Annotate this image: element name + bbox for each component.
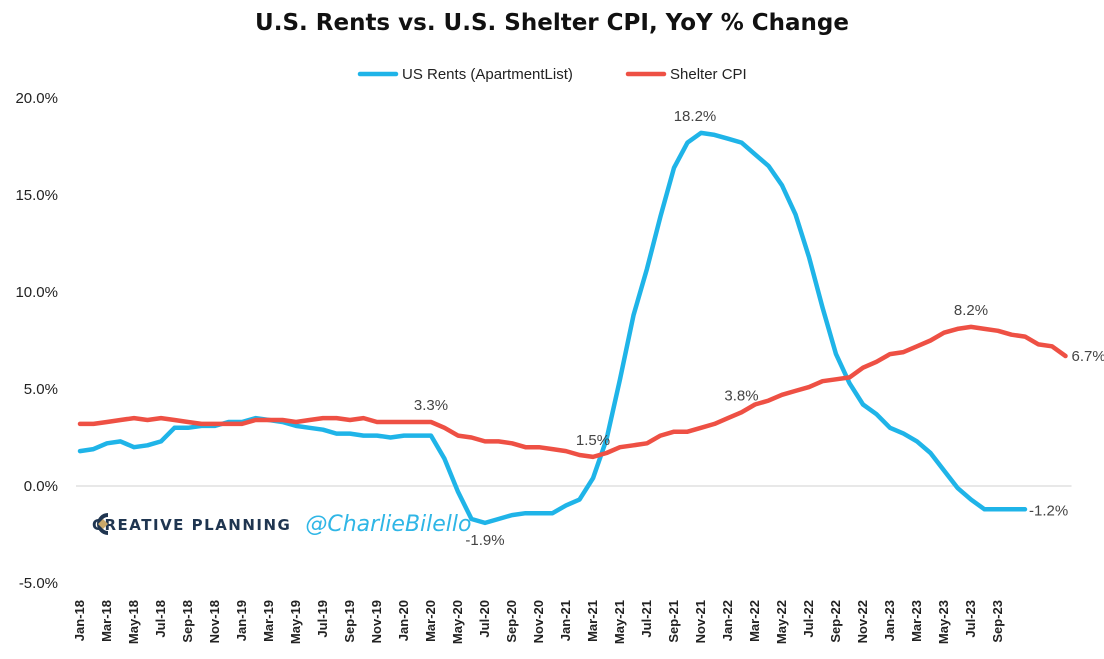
x-tick-label: May-19 <box>288 600 303 644</box>
data-label: 18.2% <box>674 108 717 125</box>
y-tick-label: 20.0% <box>15 90 58 107</box>
x-tick-label: Jul-19 <box>315 600 330 638</box>
chart-title: U.S. Rents vs. U.S. Shelter CPI, YoY % C… <box>255 10 849 36</box>
y-tick-label: 5.0% <box>24 381 58 398</box>
data-label: 3.8% <box>724 387 758 404</box>
x-tick-label: Nov-20 <box>531 600 546 643</box>
x-tick-label: May-23 <box>936 600 951 644</box>
x-tick-label: May-21 <box>612 600 627 644</box>
y-tick-label: 10.0% <box>15 284 58 301</box>
legend-label: Shelter CPI <box>670 66 747 83</box>
x-tick-label: Sep-19 <box>342 600 357 643</box>
x-tick-label: Mar-20 <box>423 600 438 642</box>
data-label: 1.5% <box>576 432 610 449</box>
x-tick-label: Nov-18 <box>207 600 222 643</box>
data-label: 6.7% <box>1072 348 1104 365</box>
y-tick-label: -5.0% <box>19 575 58 592</box>
creative-planning-logo-icon <box>97 513 109 535</box>
x-tick-label: Jul-21 <box>639 600 654 638</box>
x-tick-label: Mar-19 <box>261 600 276 642</box>
data-label: -1.9% <box>465 532 504 549</box>
x-tick-label: Jan-20 <box>396 600 411 641</box>
brand-company-name: CREATIVE PLANNING <box>92 515 292 534</box>
x-tick-label: Jan-18 <box>72 600 87 641</box>
data-label: -1.2% <box>1029 502 1068 519</box>
x-tick-label: May-20 <box>450 600 465 644</box>
x-tick-label: Jan-21 <box>558 600 573 641</box>
x-tick-label: May-18 <box>126 600 141 644</box>
y-tick-label: 15.0% <box>15 187 58 204</box>
legend-label: US Rents (ApartmentList) <box>402 66 573 83</box>
x-tick-label: Sep-22 <box>828 600 843 643</box>
x-tick-label: Mar-23 <box>909 600 924 642</box>
x-tick-label: Mar-18 <box>99 600 114 642</box>
brand-watermark: CREATIVE PLANNING @CharlieBilello <box>92 512 472 537</box>
x-tick-label: Jan-23 <box>882 600 897 641</box>
x-tick-label: Sep-20 <box>504 600 519 643</box>
x-tick-label: Mar-21 <box>585 600 600 642</box>
x-tick-label: Sep-18 <box>180 600 195 643</box>
brand-handle: @CharlieBilello <box>305 512 472 537</box>
x-tick-label: Sep-21 <box>666 600 681 643</box>
x-tick-label: Jan-19 <box>234 600 249 641</box>
x-tick-label: Jan-22 <box>720 600 735 641</box>
x-tick-label: Nov-19 <box>369 600 384 643</box>
x-tick-label: Nov-21 <box>693 600 708 643</box>
series-line-us-rents <box>77 130 1028 526</box>
x-tick-label: Jul-23 <box>963 600 978 638</box>
x-tick-label: Nov-22 <box>855 600 870 643</box>
x-tick-label: Jul-22 <box>801 600 816 638</box>
x-tick-label: Jul-18 <box>153 600 168 638</box>
series-line-shelter-cpi <box>77 324 1068 460</box>
x-tick-label: Sep-23 <box>990 600 1005 643</box>
data-label: 8.2% <box>954 302 988 319</box>
data-label: 3.3% <box>414 397 448 414</box>
x-tick-label: May-22 <box>774 600 789 644</box>
y-tick-label: 0.0% <box>24 478 58 495</box>
x-tick-label: Mar-22 <box>747 600 762 642</box>
x-tick-label: Jul-20 <box>477 600 492 638</box>
